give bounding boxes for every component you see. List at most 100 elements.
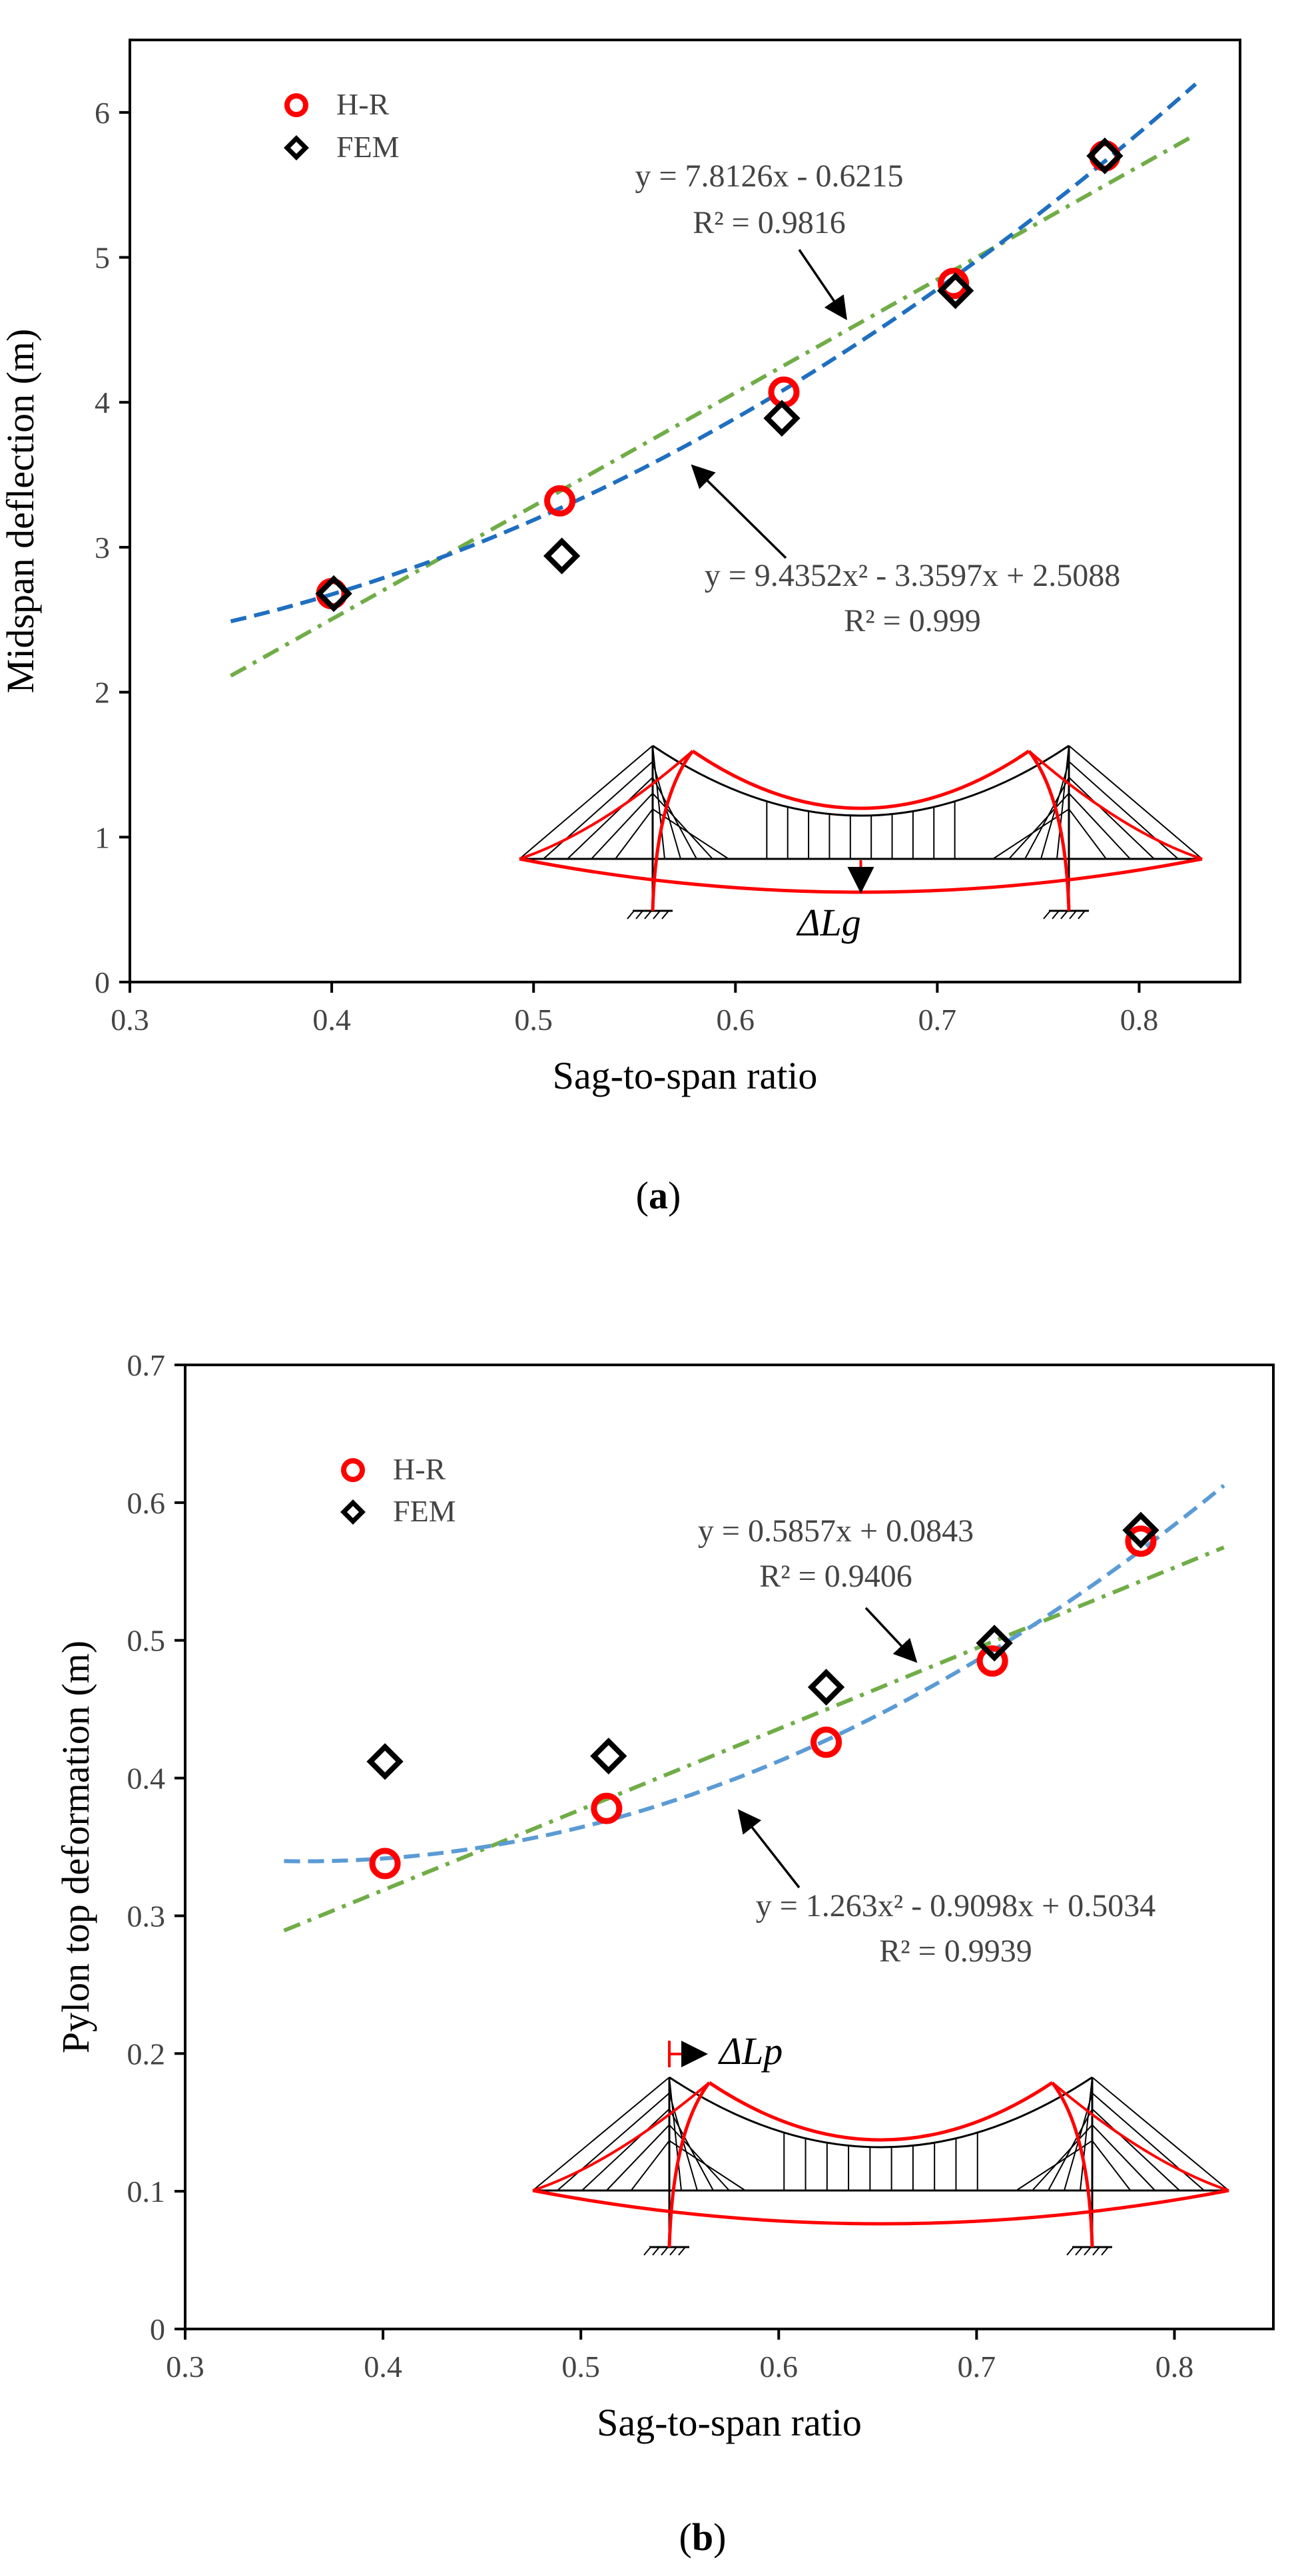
chart-b: 0.3 0.4 0.5 0.6 0.7 0.8 0 0.1 0.2 0.3 0.4 0.5 0.6 0.7…	[54, 1348, 1275, 2559]
chart-a-inset-support-hatch	[1069, 910, 1077, 919]
chart-a-legend-fem-label: FEM	[336, 130, 400, 164]
chart-b-inset-stay-right	[1092, 2124, 1156, 2191]
chart-b-inset-red-tower-left	[667, 2081, 711, 2248]
chart-b-inset-stay-right	[1092, 2093, 1205, 2191]
chart-a-inset-stay-right	[1068, 745, 1203, 860]
chart-b-inset-stay-left	[630, 2140, 670, 2191]
chart-a-inset-stay-inner-right	[1008, 792, 1070, 860]
chart-a-linear-equation: y = 7.8126x - 0.6215	[635, 158, 903, 194]
chart-a-inset-stay-left	[615, 808, 653, 860]
chart-b-caption: (b)	[679, 2515, 727, 2559]
chart-a-plot-frame	[129, 39, 1241, 983]
chart-a-point-fem	[763, 399, 801, 437]
chart-a-y-axis-title: Midspan deflection (m)	[0, 329, 42, 694]
chart-b-inset-support-hatch	[643, 2246, 651, 2256]
chart-b-inset-support-hatch	[1092, 2246, 1100, 2256]
chart-a-quadratic-arrow	[691, 464, 787, 559]
chart-a-inset-label: ΔLg	[797, 901, 861, 944]
chart-b-point-hr	[369, 1848, 401, 1880]
chart-b-inset-red-cable	[708, 2081, 1054, 2142]
chart-a-x-tick-label: 0.4	[312, 1003, 351, 1037]
chart-a-point-hr	[768, 376, 800, 408]
chart-b-point-fem	[807, 1669, 845, 1706]
chart-b-y-tick-label: 0.6	[127, 1486, 166, 1520]
chart-a-inset-bridge: ΔLg	[519, 744, 1203, 944]
chart-b-inset-stay-left	[557, 2093, 670, 2191]
chart-b-inset-label: ΔLp	[718, 2029, 783, 2073]
chart-a-quadratic-r2: R² = 0.999	[844, 603, 980, 639]
chart-b-y-tick-label: 0.4	[127, 1762, 166, 1796]
chart-b-inset-stay-inner-left	[669, 2077, 682, 2191]
chart-b-point-hr	[976, 1645, 1008, 1677]
chart-b-quadratic-arrow	[737, 1809, 801, 1889]
chart-b-y-tick-label: 0.2	[127, 2037, 166, 2071]
chart-a-point-hr	[544, 485, 576, 517]
chart-b-x-tick-label: 0.5	[561, 2350, 600, 2384]
chart-b-inset-red-deck	[532, 2189, 1229, 2226]
chart-b-point-fem	[976, 1625, 1013, 1662]
chart-b-inset-support-hatch	[669, 2246, 677, 2256]
chart-a-y-tick-label: 4	[95, 386, 110, 419]
chart-a-inset-stay-inner-left	[652, 745, 665, 860]
chart-a-y-tick-label: 5	[95, 241, 110, 275]
chart-a-y-tick-label: 1	[95, 820, 110, 854]
chart-a-y-tick-label: 6	[95, 96, 110, 130]
chart-b-linear-r2: R² = 0.9406	[759, 1559, 912, 1594]
chart-b-inset-red-backstay-right	[1051, 2081, 1229, 2192]
chart-b-inset-stay-inner-right	[1032, 2124, 1093, 2191]
chart-b-y-tick-label: 0.5	[127, 1624, 166, 1658]
chart-a-point-fem	[1086, 137, 1124, 174]
chart-b-quadratic-r2: R² = 0.9939	[879, 1933, 1032, 1969]
chart-a-y-tick-label: 0	[95, 965, 110, 999]
chart-b-x-tick-label: 0.8	[1155, 2350, 1194, 2384]
chart-a-inset-support-hatch	[1043, 910, 1051, 919]
chart-b-inset-red-backstay-left	[532, 2081, 711, 2192]
chart-b-quadratic-equation: y = 1.263x² - 0.9098x + 0.5034	[756, 1888, 1156, 1924]
chart-b-inset-stay-right	[1092, 2108, 1180, 2191]
chart-b-y-tick-label: 0.3	[127, 1899, 166, 1933]
chart-b-inset-stay-right	[1092, 2140, 1132, 2191]
chart-b-plot-frame	[184, 1364, 1275, 2330]
chart-a-fit-line-linear	[230, 132, 1197, 678]
chart-a-inset-support-hatch	[1078, 910, 1086, 919]
chart-b-inset-stay-left	[605, 2124, 670, 2191]
chart-b-point-fem	[1122, 1511, 1159, 1549]
chart-b-legend-fem-marker	[340, 1499, 366, 1525]
chart-a-inset-support-hatch	[1052, 910, 1060, 919]
chart-b-inset-red-tower-right	[1051, 2081, 1094, 2248]
chart-b-fit-line-linear	[283, 1545, 1225, 1933]
chart-a-quadratic-equation: y = 9.4352x² - 3.3597x + 2.5088	[705, 558, 1121, 593]
chart-a-inset-stay-inner-left	[652, 792, 713, 860]
chart-b-legend-hr-label: H-R	[393, 1452, 446, 1486]
chart-a-inset-stay-left	[591, 792, 653, 860]
chart-b-inset-stay-left	[532, 2077, 670, 2191]
chart-b-x-axis-title: Sag-to-span ratio	[597, 2401, 862, 2444]
chart-a-x-tick-label: 0.6	[717, 1003, 755, 1037]
chart-b-x-tick-label: 0.4	[364, 2350, 402, 2384]
chart-a-point-fem	[315, 575, 352, 613]
chart-b-point-hr	[591, 1792, 623, 1824]
chart-a-inset-stay-left	[567, 776, 653, 860]
chart-a-inset-cable	[652, 744, 1070, 817]
chart-b-legend-hr-marker	[341, 1458, 365, 1482]
chart-a-inset-support-hatch	[644, 910, 652, 919]
chart-b-point-fem	[590, 1737, 627, 1775]
chart-a-x-tick-label: 0.8	[1120, 1003, 1159, 1037]
chart-a-x-tick-label: 0.7	[918, 1003, 957, 1037]
chart-a-point-fem	[936, 272, 974, 310]
chart-b-inset-stay-inner-right	[1080, 2077, 1093, 2191]
chart-b-y-tick-label: 0.1	[127, 2175, 166, 2208]
chart-b-legend-fem-label: FEM	[393, 1494, 456, 1528]
chart-a-inset-support-hatch	[661, 910, 669, 919]
chart-a-inset-support-hatch	[653, 910, 661, 919]
chart-b-inset-support-hatch	[1101, 2246, 1109, 2256]
chart-b-inset-stay-right	[1092, 2077, 1229, 2191]
chart-a-caption: (a)	[636, 1174, 681, 1217]
chart-a-inset-red-backstay-left	[519, 750, 694, 860]
chart-b-point-hr	[811, 1726, 842, 1758]
chart-a-inset-stay-right	[1068, 776, 1155, 860]
chart-b-inset-support-hatch	[1066, 2246, 1074, 2256]
chart-a-x-tick-label: 0.5	[514, 1003, 553, 1037]
chart-a-inset-support-hatch	[1060, 910, 1068, 919]
